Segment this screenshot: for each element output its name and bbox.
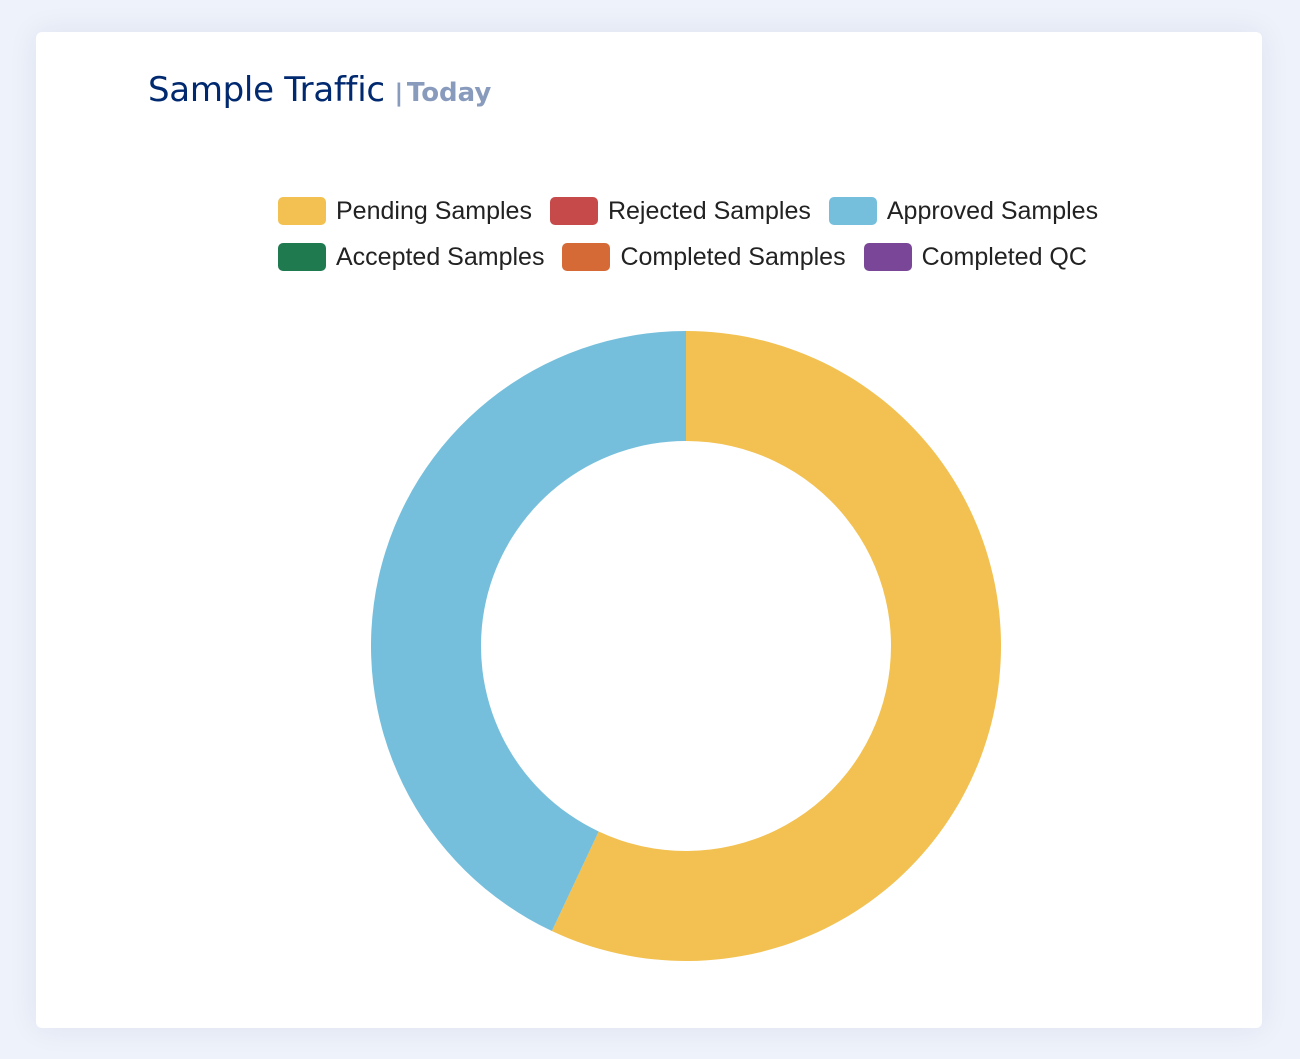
legend-item-accepted[interactable]: Accepted Samples bbox=[278, 243, 544, 272]
legend-row: Pending Samples Rejected Samples Approve… bbox=[278, 188, 1138, 234]
card-subtitle: Today bbox=[406, 78, 492, 108]
card-title-text: Sample Traffic bbox=[148, 70, 385, 110]
legend-item-rejected[interactable]: Rejected Samples bbox=[549, 196, 811, 226]
doughnut-chart bbox=[371, 331, 1001, 961]
legend-swatch-accepted bbox=[278, 243, 326, 271]
card-title: Sample Traffic | Today bbox=[148, 70, 491, 110]
chart-legend: Pending Samples Rejected Samples Approve… bbox=[278, 188, 1138, 280]
legend-item-completed-qc[interactable]: Completed QC bbox=[863, 242, 1087, 272]
legend-swatch-completed bbox=[562, 243, 611, 271]
legend-item-approved[interactable]: Approved Samples bbox=[828, 196, 1099, 226]
legend-swatch-completed-qc bbox=[863, 243, 912, 271]
legend-label-rejected: Rejected Samples bbox=[607, 196, 811, 225]
legend-label-approved: Approved Samples bbox=[886, 196, 1099, 225]
doughnut-slice-pending-samples[interactable] bbox=[551, 331, 1001, 961]
legend-label-completed: Completed Samples bbox=[620, 242, 846, 271]
legend-item-pending[interactable]: Pending Samples bbox=[278, 197, 532, 226]
legend-label-completed-qc: Completed QC bbox=[921, 242, 1087, 271]
legend-label-pending: Pending Samples bbox=[336, 196, 532, 225]
doughnut-slice-approved-samples[interactable] bbox=[371, 331, 686, 932]
legend-swatch-pending bbox=[278, 197, 326, 225]
sample-traffic-card: Sample Traffic | Today Pending Samples R… bbox=[36, 32, 1262, 1028]
legend-row: Accepted Samples Completed Samples Compl… bbox=[278, 234, 1138, 280]
title-separator: | bbox=[394, 79, 404, 107]
legend-label-accepted: Accepted Samples bbox=[336, 242, 545, 271]
legend-swatch-rejected bbox=[549, 197, 598, 225]
legend-item-completed[interactable]: Completed Samples bbox=[562, 242, 846, 272]
legend-swatch-approved bbox=[828, 197, 877, 225]
